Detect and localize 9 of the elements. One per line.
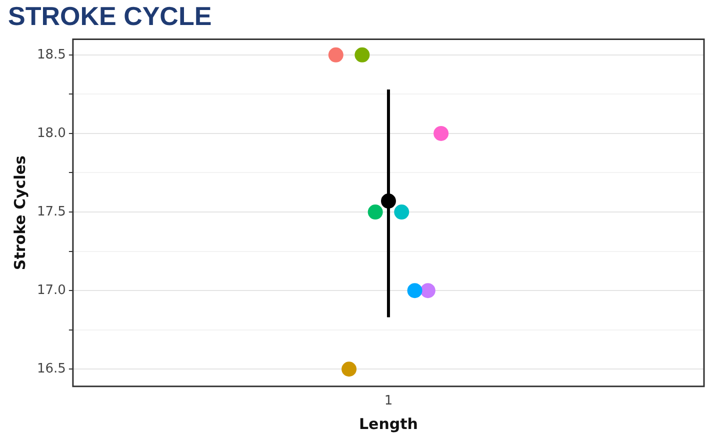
x-axis-title: Length — [358, 414, 418, 433]
x-tick-label: 1 — [384, 394, 393, 409]
y-tick-label: 17.0 — [36, 282, 66, 298]
y-tick-label: 18.0 — [36, 126, 66, 141]
chart-title: STROKE CYCLE — [8, 0, 212, 31]
y-axis-title: Stroke Cycles — [10, 155, 29, 270]
y-tick-label: 16.5 — [36, 361, 66, 376]
y-tick-label: 18.5 — [36, 47, 66, 62]
y-tick-label: 17.5 — [36, 204, 66, 220]
